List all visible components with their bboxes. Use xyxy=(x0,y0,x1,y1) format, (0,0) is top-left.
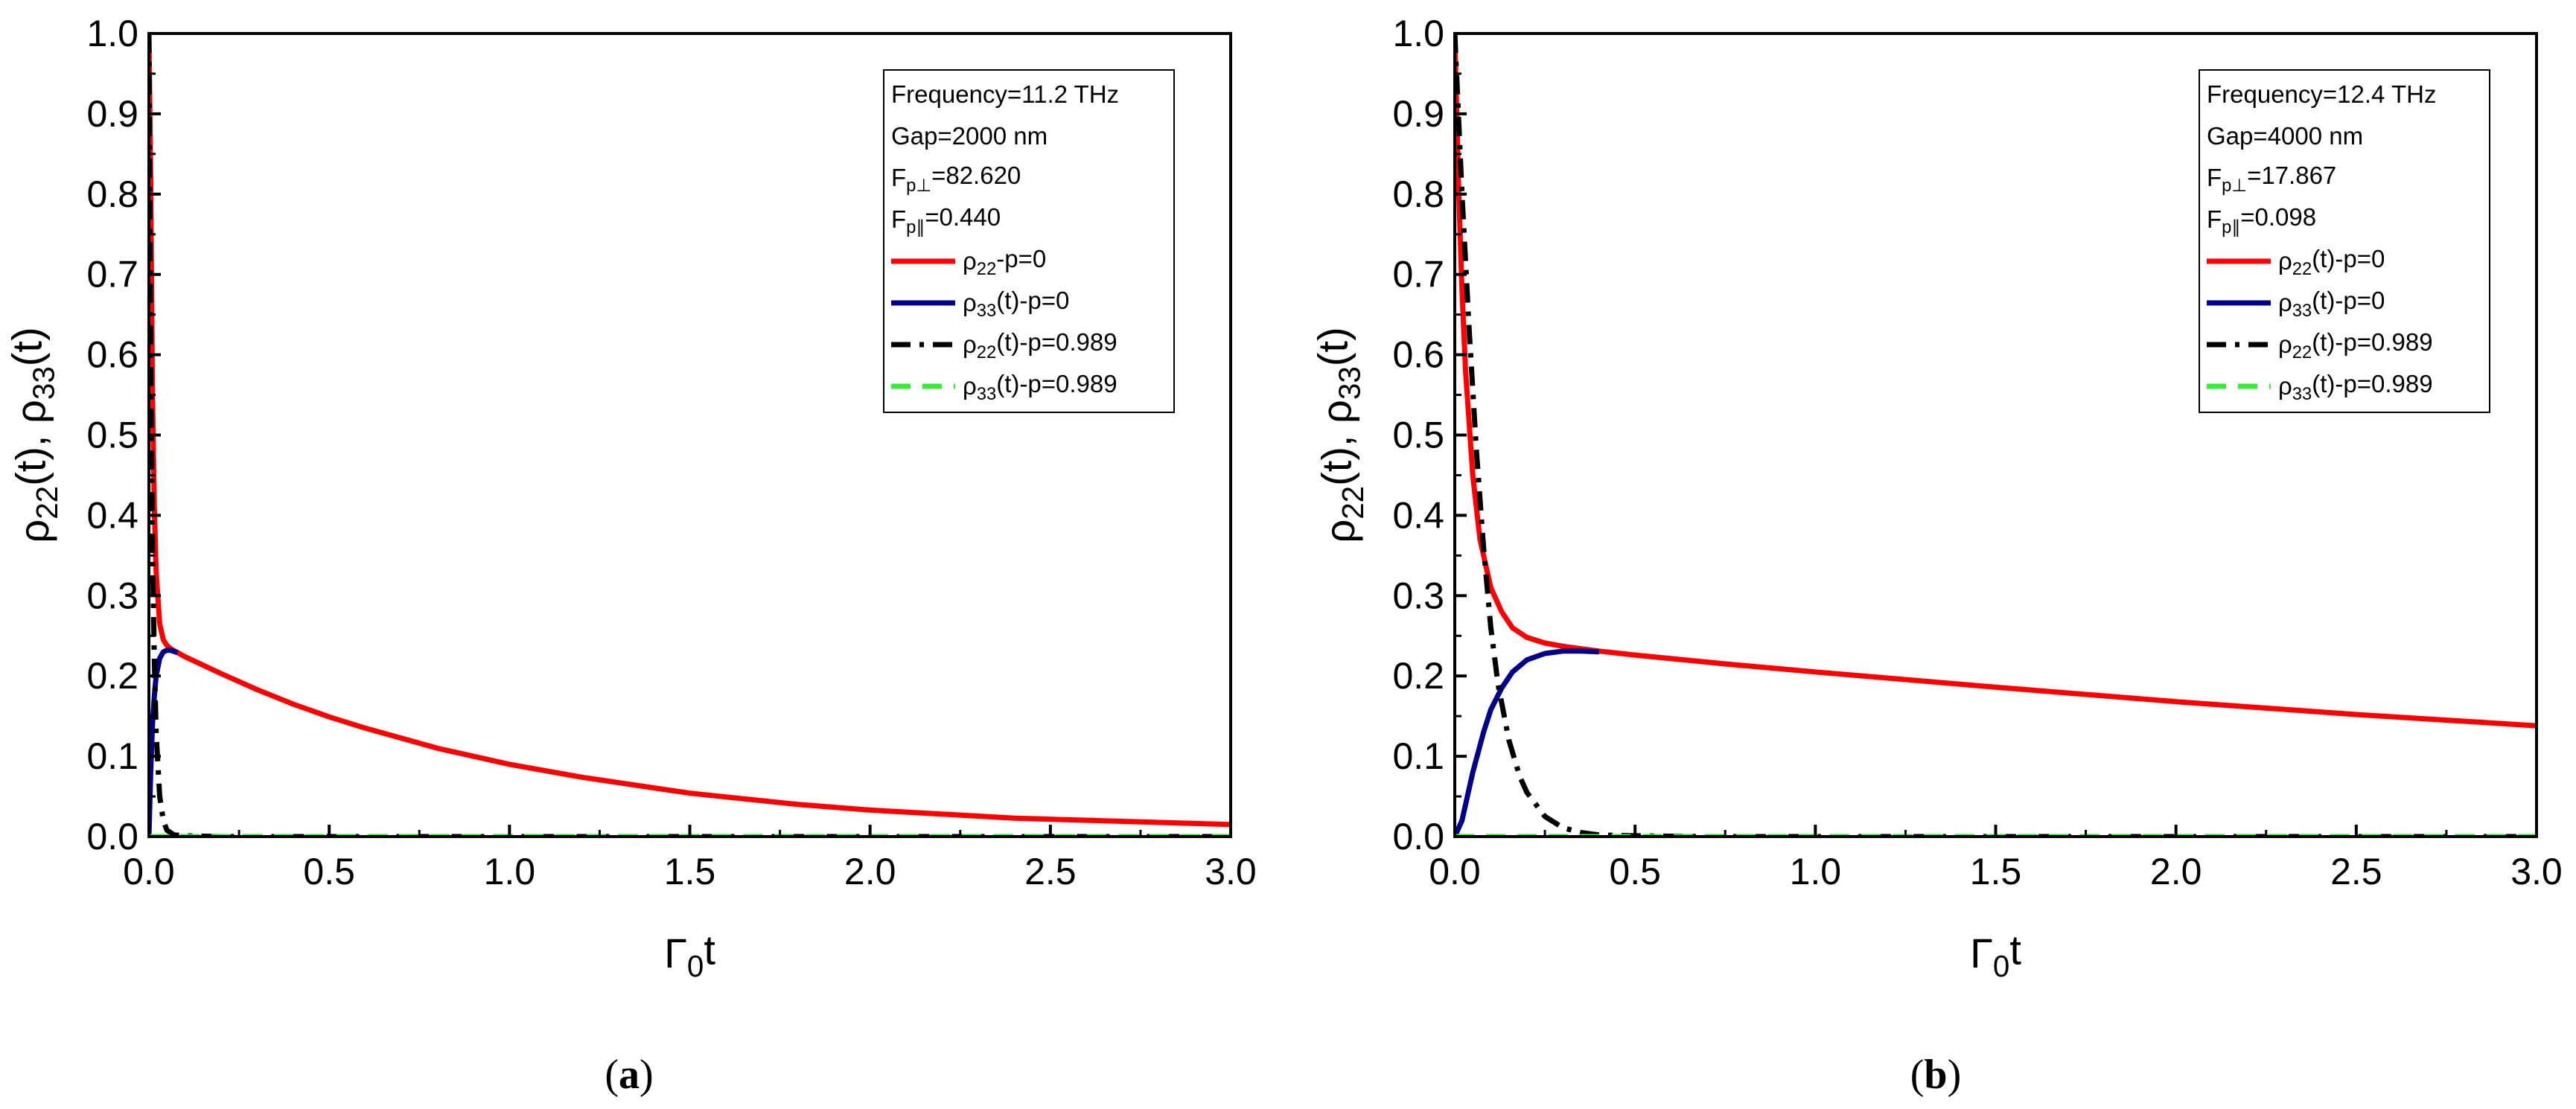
x-tick-label: 0.0 xyxy=(123,851,175,892)
x-axis-title: Γ0​t xyxy=(1970,926,2021,983)
x-tick-label: 2.5 xyxy=(2330,851,2382,892)
y-tick-label: 0.9 xyxy=(86,93,138,135)
y-tick-label: 1.0 xyxy=(1392,13,1444,54)
series-line-3 xyxy=(1455,33,2537,837)
legend-info-text: Fp⊥​=82.620 xyxy=(891,162,1021,196)
y-tick-label: 0.3 xyxy=(1392,575,1444,616)
y-tick-label: 0.8 xyxy=(86,173,138,215)
series-line-3 xyxy=(149,33,1231,837)
y-tick-label: 1.0 xyxy=(86,13,138,54)
y-tick-label: 0.5 xyxy=(86,415,138,456)
x-tick-label: 0.0 xyxy=(1429,851,1481,892)
y-tick-label: 0.5 xyxy=(1392,415,1444,456)
y-tick-label: 0.2 xyxy=(86,655,138,697)
x-tick-label: 0.5 xyxy=(303,851,355,892)
legend-info-text: Frequency=12.4 THz xyxy=(2207,80,2436,108)
y-tick-label: 0.8 xyxy=(1392,173,1444,215)
y-tick-label: 0.0 xyxy=(86,816,138,857)
y-tick-label: 0.1 xyxy=(1392,735,1444,777)
legend-info-text: Frequency=11.2 THz xyxy=(891,80,1119,108)
series-line-2 xyxy=(1455,648,1599,837)
legend-series-label: ρ33​(t)-p=0 xyxy=(2278,287,2385,321)
legend-info-text: Fp∥​=0.098 xyxy=(2207,203,2316,237)
x-tick-label: 1.5 xyxy=(1970,851,2022,892)
x-tick-label: 1.0 xyxy=(484,851,536,892)
series-line-2 xyxy=(149,648,179,837)
x-tick-label: 3.0 xyxy=(1205,851,1257,892)
y-tick-label: 0.7 xyxy=(1392,254,1444,295)
legend: Frequency=12.4 THz Gap=4000 nm Fp⊥​=17.867… xyxy=(2199,69,2490,413)
y-axis-title: ρ22​(t), ρ33​(t) xyxy=(4,327,65,543)
y-tick-label: 0.4 xyxy=(86,494,138,536)
y-tick-label: 0.4 xyxy=(1392,494,1444,536)
x-tick-label: 0.5 xyxy=(1609,851,1661,892)
panel-a: 0.0 0.5 1.0 1.5 2.0 2.5 3.0 0.0 0.1 0.2 0.3 0.4 0.5 0… xyxy=(4,13,1257,1098)
legend: Frequency=11.2 THz Gap=2000 nm Fp⊥​=82.620… xyxy=(883,69,1175,413)
y-tick-label: 0.6 xyxy=(1392,334,1444,376)
y-tick-label: 0.9 xyxy=(1392,93,1444,135)
y-tick-label: 0.2 xyxy=(1392,655,1444,697)
legend-series-label: ρ22​(t)-p=0 xyxy=(2278,245,2385,279)
legend-info-text: Gap=2000 nm xyxy=(891,122,1048,150)
legend-info-text: Fp∥​=0.440 xyxy=(891,203,1001,237)
y-tick-label: 0.7 xyxy=(86,254,138,295)
legend-series-label: ρ33​(t)-p=0 xyxy=(963,287,1069,321)
legend-series-label: ρ33​(t)-p=0.989 xyxy=(2278,370,2433,404)
x-tick-label: 1.0 xyxy=(1790,851,1842,892)
series-line-1 xyxy=(149,33,1231,828)
legend-info-text: Gap=4000 nm xyxy=(2207,122,2363,150)
y-tick-label: 0.0 xyxy=(1392,816,1444,857)
panel-caption: (a) xyxy=(605,1052,653,1098)
series-line-1 xyxy=(1455,33,2537,729)
x-tick-label: 2.0 xyxy=(844,851,896,892)
x-tick-label: 3.0 xyxy=(2510,851,2563,892)
x-tick-label: 2.0 xyxy=(2150,851,2202,892)
x-tick-label: 2.5 xyxy=(1024,851,1077,892)
panel-caption: (b) xyxy=(1910,1052,1961,1098)
legend-series-label: ρ22​(t)-p=0.989 xyxy=(963,328,1118,362)
x-axis-title: Γ0​t xyxy=(664,926,715,983)
y-tick-label: 0.3 xyxy=(86,575,138,616)
y-axis-title: ρ22​(t), ρ33​(t) xyxy=(1310,327,1371,543)
panel-b: 0.0 0.5 1.0 1.5 2.0 2.5 3.0 0.0 0.1 0.2 0.3 0.4 0.5 0… xyxy=(1310,13,2563,1098)
x-tick-label: 1.5 xyxy=(664,851,716,892)
legend-info-text: Fp⊥​=17.867 xyxy=(2207,162,2336,196)
y-tick-label: 0.6 xyxy=(86,334,138,376)
legend-series-label: ρ22​-p=0 xyxy=(963,245,1046,279)
legend-series-label: ρ33​(t)-p=0.989 xyxy=(963,370,1118,404)
y-tick-label: 0.1 xyxy=(86,735,138,777)
legend-series-label: ρ22​(t)-p=0.989 xyxy=(2278,328,2433,362)
